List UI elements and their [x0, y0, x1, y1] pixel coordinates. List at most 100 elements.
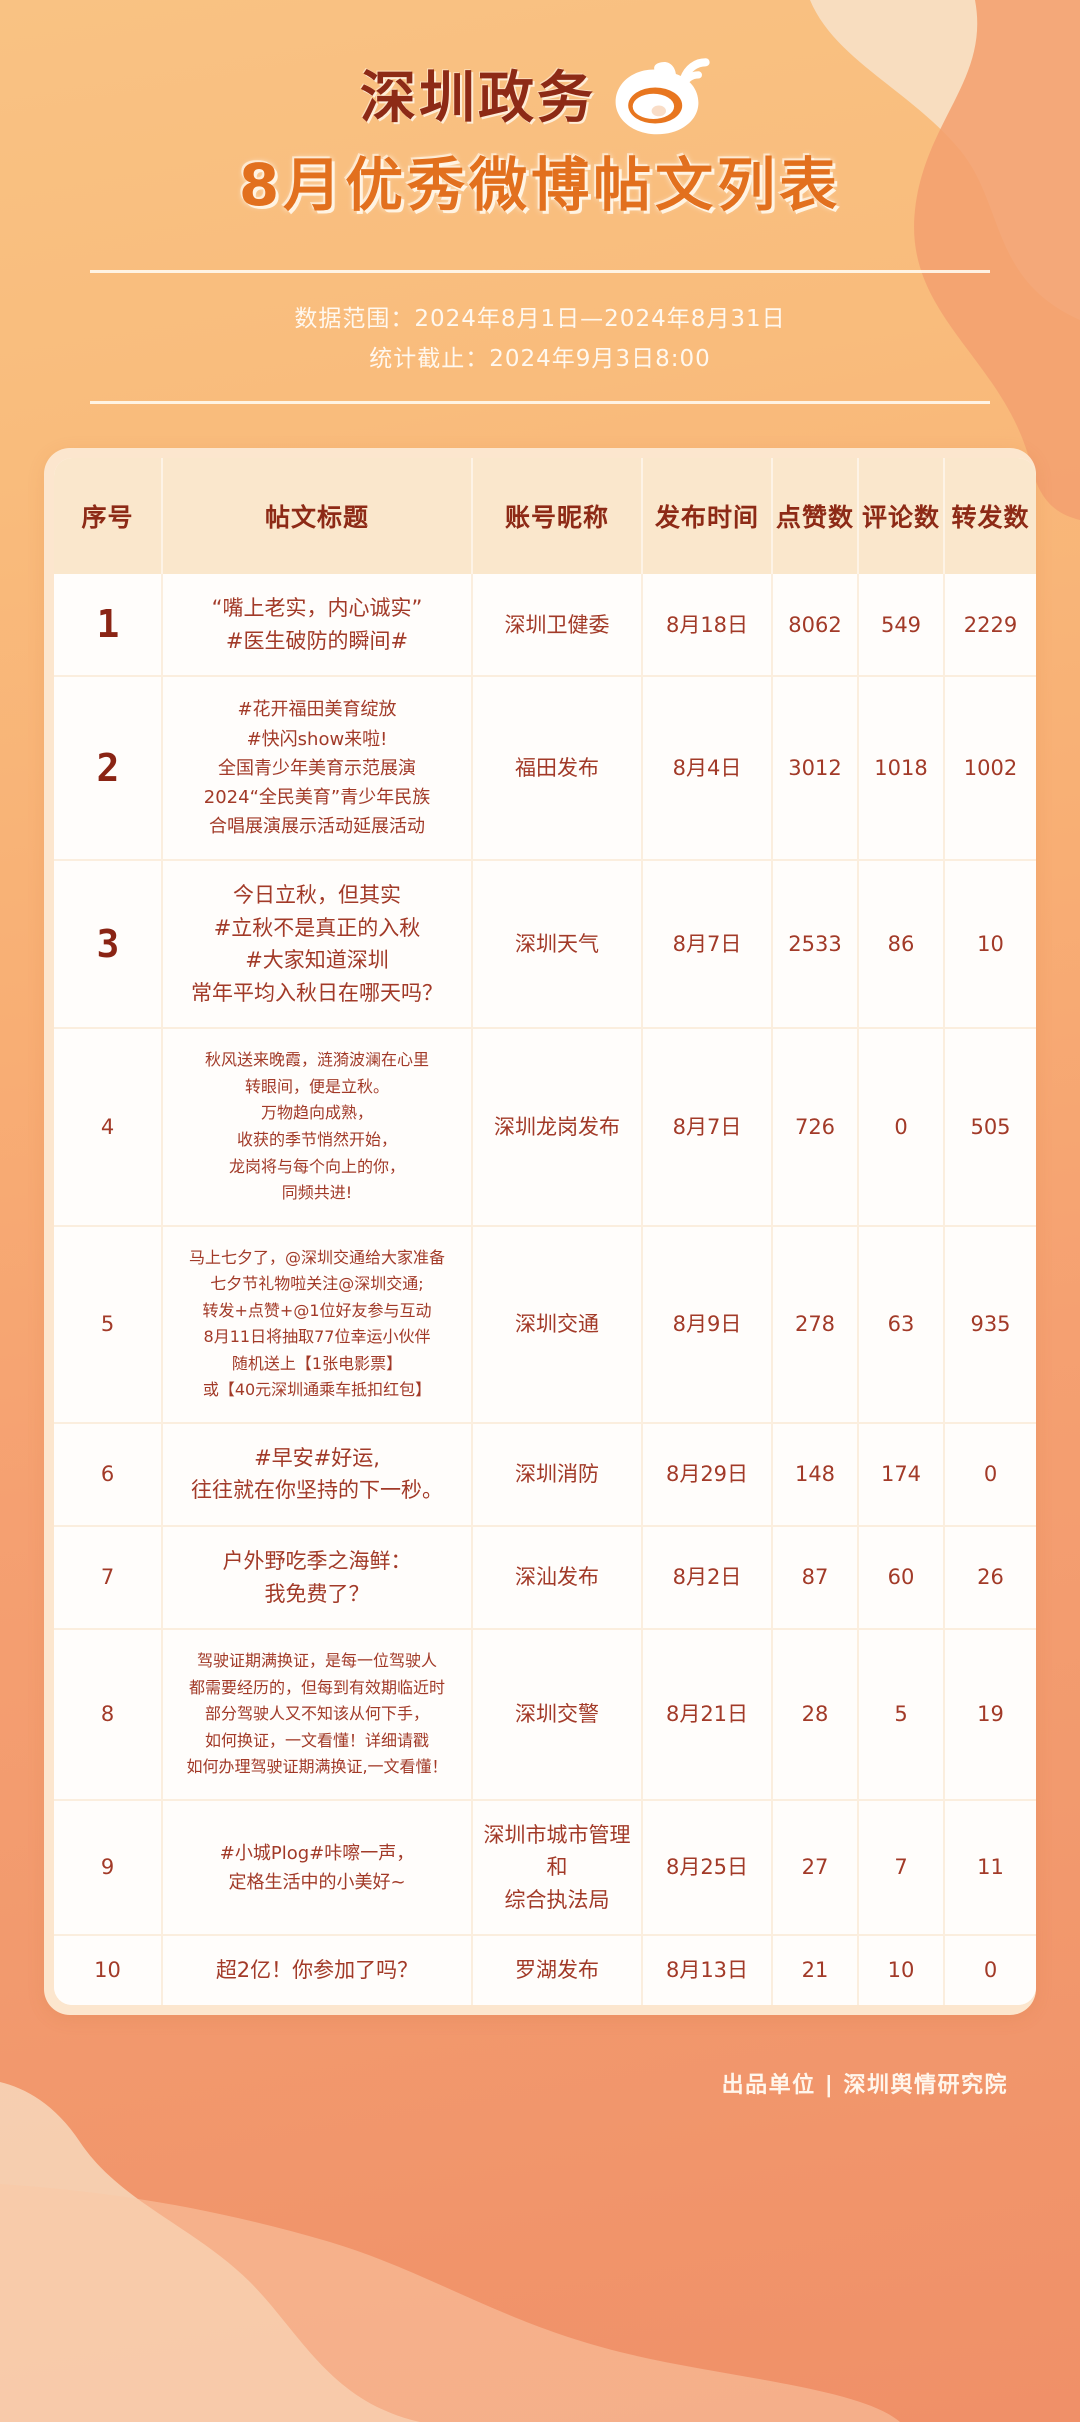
page-subtitle: 8月优秀微博帖文列表: [238, 151, 842, 219]
account-name-lines: 福田发布: [515, 756, 599, 780]
cell-forwards: 0: [944, 1935, 1036, 2006]
bottom-left-peach-wave-icon: [0, 2184, 900, 2422]
account-name-lines: 深圳天气: [515, 931, 599, 956]
post-title-lines: 超2亿！你参加了吗？: [215, 1958, 419, 1983]
cell-forwards: 935: [944, 1225, 1036, 1424]
cell-likes: 28: [772, 1629, 859, 1801]
data-range-panel: 数据范围：2024年8月1日—2024年8月31日 统计截止：2024年9月3日…: [90, 269, 990, 405]
cell-likes: 21: [772, 1935, 859, 2006]
cell-account: 罗湖发布: [472, 1935, 643, 2006]
cell-likes: 3012: [772, 676, 859, 862]
cell-account: 深圳交警: [472, 1629, 643, 1801]
cell-title: 马上七夕了，@深圳交通给大家准备 七夕节礼物啦关注@深圳交通; 转发+点赞+@1位好…: [162, 1225, 473, 1424]
col-header-rank: 序号: [54, 458, 163, 575]
cell-title: 户外野吃季之海鲜： 我免费了？: [162, 1526, 473, 1631]
col-header-forwards: 转发数: [944, 458, 1036, 575]
table-head: 序号 帖文标题 账号昵称 发布时间 点赞数 评论数 转发数: [54, 458, 1036, 575]
data-range-text: 数据范围：2024年8月1日—2024年8月31日: [294, 305, 786, 332]
cell-rank: 2: [54, 676, 163, 862]
post-title-lines: 户外野吃季之海鲜： 我免费了？: [222, 1549, 412, 1606]
account-name-lines: 深圳市城市管理和 综合执法局: [483, 1822, 631, 1912]
account-name-lines: 深圳交警: [515, 1702, 599, 1727]
cell-rank: 10: [54, 1935, 163, 2006]
table-row: 2 #花开福田美育绽放 #快闪show来啦! 全国青少年美育示范展演 2024“全民美育…: [54, 676, 1036, 862]
post-title-lines: 今日立秋，但其实 #立秋不是真正的入秋 #大家知道深圳 常年平均入秋日在哪天吗？: [191, 883, 443, 1005]
cell-rank: 8: [54, 1629, 163, 1801]
table-body: 1 “嘴上老实，内心诚实” #医生破防的瞬间# 深圳卫健委 8月18日 8062 549 22…: [54, 574, 1036, 2006]
cell-title: “嘴上老实，内心诚实” #医生破防的瞬间#: [162, 574, 473, 678]
cell-comments: 7: [858, 1799, 945, 1937]
cell-likes: 2533: [772, 860, 859, 1030]
cell-forwards: 505: [944, 1028, 1036, 1227]
table-row: 4 秋风送来晚霞，涟漪波澜在心里 转眼间，便是立秋。 万物趋向成熟， 收获的季节悄然开始…: [54, 1028, 1036, 1227]
cell-date: 8月25日: [642, 1799, 773, 1937]
cell-forwards: 11: [944, 1799, 1036, 1937]
post-title-lines: #花开福田美育绽放 #快闪show来啦! 全国青少年美育示范展演 2024“全民美育”…: [203, 699, 431, 838]
col-header-date: 发布时间: [642, 458, 773, 575]
cell-account: 深圳龙岗发布: [472, 1028, 643, 1227]
table-row: 3 今日立秋，但其实 #立秋不是真正的入秋 #大家知道深圳 常年平均入秋日在哪天吗？ 深圳…: [54, 860, 1036, 1030]
cell-account: 深圳卫健委: [472, 574, 643, 678]
cell-likes: 726: [772, 1028, 859, 1227]
post-title-lines: 马上七夕了，@深圳交通给大家准备 七夕节礼物啦关注@深圳交通; 转发+点赞+@1位好…: [188, 1247, 445, 1400]
cell-forwards: 0: [944, 1422, 1036, 1528]
account-name-lines: 罗湖发布: [515, 1958, 599, 1983]
cell-rank: 9: [54, 1799, 163, 1937]
cell-title: 驾驶证期满换证，是每一位驾驶人 都需要经历的，但每到有效期临近时 部分驾驶人又不知该…: [162, 1629, 473, 1801]
cell-title: #小城Plog#咔嚓一声， 定格生活中的小美好~: [162, 1799, 473, 1937]
weibo-eye-icon: [615, 58, 710, 135]
post-title-lines: 驾驶证期满换证，是每一位驾驶人 都需要经历的，但每到有效期临近时 部分驾驶人又不知该…: [186, 1651, 448, 1777]
cell-comments: 174: [858, 1422, 945, 1528]
cell-forwards: 26: [944, 1526, 1036, 1631]
cell-account: 深圳消防: [472, 1422, 643, 1528]
cell-date: 8月21日: [642, 1629, 773, 1801]
producer-credit: 出品单位 | 深圳舆情研究院: [721, 2073, 1008, 2099]
cell-rank: 5: [54, 1225, 163, 1424]
title-block: 深圳政务 8月优秀微博帖文列表: [239, 58, 841, 218]
cell-comments: 1018: [858, 676, 945, 862]
table-row: 9 #小城Plog#咔嚓一声， 定格生活中的小美好~ 深圳市城市管理和 综合执法局 8月2…: [54, 1799, 1036, 1937]
cell-forwards: 10: [944, 860, 1036, 1030]
cell-account: 福田发布: [472, 676, 643, 862]
cell-comments: 60: [858, 1526, 945, 1631]
cell-date: 8月4日: [642, 676, 773, 862]
cell-likes: 87: [772, 1526, 859, 1631]
page-header: 深圳政务 8月优秀微博帖文列表: [0, 0, 1080, 218]
table-row: 8 驾驶证期满换证，是每一位驾驶人 都需要经历的，但每到有效期临近时 部分驾驶人又不知…: [54, 1629, 1036, 1801]
post-title-lines: #早安#好运, 往往就在你坚持的下一秒。: [191, 1445, 443, 1503]
cell-comments: 549: [858, 574, 945, 678]
account-name-lines: 深圳卫健委: [504, 612, 610, 637]
table-header-row: 序号 帖文标题 账号昵称 发布时间 点赞数 评论数 转发数: [54, 458, 1036, 575]
cell-date: 8月13日: [642, 1935, 773, 2006]
table-row: 7 户外野吃季之海鲜： 我免费了？ 深汕发布 8月2日 87 60 26: [54, 1526, 1036, 1631]
table-row: 1 “嘴上老实，内心诚实” #医生破防的瞬间# 深圳卫健委 8月18日 8062 549 22…: [54, 574, 1036, 678]
cell-comments: 86: [858, 860, 945, 1030]
col-header-account: 账号昵称: [472, 458, 643, 575]
col-header-comments: 评论数: [858, 458, 945, 575]
table-row: 6 #早安#好运, 往往就在你坚持的下一秒。 深圳消防 8月29日 148 174 0: [54, 1422, 1036, 1528]
cell-likes: 27: [772, 1799, 859, 1937]
account-name-lines: 深圳交通: [515, 1312, 599, 1336]
col-header-likes: 点赞数: [772, 458, 859, 575]
cell-forwards: 1002: [944, 676, 1036, 862]
post-title-lines: “嘴上老实，内心诚实” #医生破防的瞬间#: [211, 596, 423, 653]
cell-comments: 5: [858, 1629, 945, 1801]
cell-rank: 7: [54, 1526, 163, 1631]
post-title-lines: #小城Plog#咔嚓一声， 定格生活中的小美好~: [219, 1842, 415, 1893]
cell-likes: 278: [772, 1225, 859, 1424]
posts-table: 序号 帖文标题 账号昵称 发布时间 点赞数 评论数 转发数 1 “嘴上老实，内心诚…: [54, 458, 1036, 2006]
account-name-lines: 深圳消防: [515, 1462, 599, 1487]
cell-rank: 3: [54, 860, 163, 1030]
cell-forwards: 2229: [944, 574, 1036, 678]
data-cutoff-text: 统计截止：2024年9月3日8:00: [369, 346, 711, 373]
cell-date: 8月29日: [642, 1422, 773, 1528]
posts-table-card: 序号 帖文标题 账号昵称 发布时间 点赞数 评论数 转发数 1 “嘴上老实，内心诚…: [44, 448, 1036, 2016]
page-title: 深圳政务: [359, 65, 596, 131]
cell-account: 深汕发布: [472, 1526, 643, 1631]
bottom-left-cream-wave-icon: [0, 2082, 420, 2422]
table-row: 5 马上七夕了，@深圳交通给大家准备 七夕节礼物啦关注@深圳交通; 转发+点赞+@1位…: [54, 1225, 1036, 1424]
cell-account: 深圳天气: [472, 860, 643, 1030]
cell-date: 8月2日: [642, 1526, 773, 1631]
cell-forwards: 19: [944, 1629, 1036, 1801]
cell-rank: 6: [54, 1422, 163, 1528]
